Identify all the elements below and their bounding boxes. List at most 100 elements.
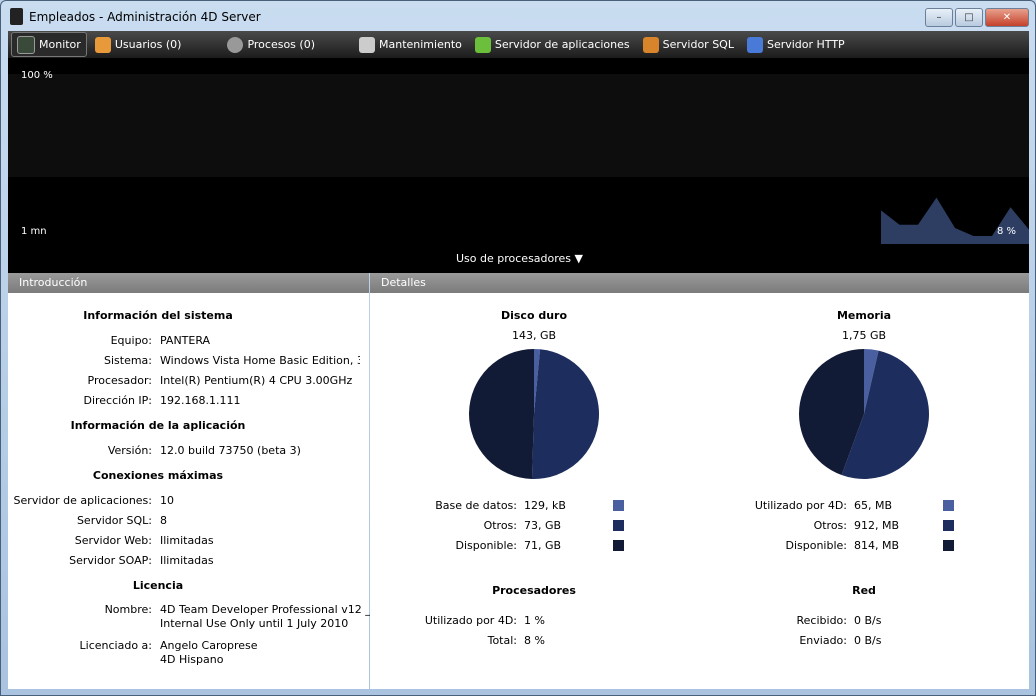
tab-label: Servidor SQL bbox=[662, 38, 734, 51]
http-server-icon bbox=[746, 36, 763, 53]
info-value: 10 bbox=[160, 494, 174, 507]
maximize-button[interactable]: □ bbox=[955, 8, 983, 27]
licensed-to-line1: Angelo Caroprese bbox=[160, 639, 258, 652]
tab-procesos[interactable]: Procesos (0) bbox=[222, 33, 320, 56]
info-label: Sistema: bbox=[103, 354, 152, 367]
legend-value: 73, GB bbox=[524, 519, 562, 532]
tab-servidor-http[interactable]: Servidor HTTP bbox=[742, 33, 850, 56]
stat-label: Enviado: bbox=[799, 634, 847, 647]
graph-current-value: 8 % bbox=[997, 226, 1017, 237]
legend-label: Base de datos: bbox=[435, 499, 517, 512]
legend-value: 814, MB bbox=[854, 539, 900, 552]
monitor-icon bbox=[17, 35, 35, 54]
tab-label: Monitor bbox=[39, 38, 81, 51]
details-header: Detalles bbox=[370, 273, 1029, 293]
graph-max-label: 100 % bbox=[21, 70, 53, 81]
legend-value: 129, kB bbox=[524, 499, 566, 512]
legend-value: 65, MB bbox=[854, 499, 893, 512]
tab-label: Mantenimiento bbox=[379, 38, 462, 51]
info-label: Servidor SOAP: bbox=[69, 554, 152, 567]
legend-label: Otros: bbox=[483, 519, 517, 532]
tab-servidor-aplicaciones[interactable]: Servidor de aplicaciones bbox=[470, 33, 635, 56]
stat-value: 1 % bbox=[524, 614, 545, 627]
graph-selector-label: Uso de procesadores bbox=[456, 252, 572, 265]
gear-icon bbox=[227, 36, 244, 53]
close-button[interactable]: ✕ bbox=[985, 8, 1029, 27]
info-value: Intel(R) Pentium(R) 4 CPU 3.00GHz bbox=[160, 374, 353, 387]
disco-pie-chart bbox=[469, 349, 600, 479]
intro-header: Introducción bbox=[8, 273, 369, 293]
legend-value: 912, MB bbox=[854, 519, 900, 532]
memoria-pie-chart bbox=[799, 349, 929, 479]
tab-label: Procesos (0) bbox=[247, 38, 315, 51]
tools-icon bbox=[359, 36, 375, 53]
legend-swatch bbox=[613, 500, 624, 511]
tab-label: Servidor HTTP bbox=[766, 38, 845, 51]
license-name-line2: Internal Use Only until 1 July 2010 bbox=[160, 617, 349, 630]
pie-slice bbox=[864, 349, 879, 414]
info-value: 192.168.1.111 bbox=[160, 394, 241, 407]
section-title: Procesadores bbox=[492, 584, 576, 597]
info-label: Servidor SQL: bbox=[76, 514, 152, 527]
licensed-to-label: Licenciado a: bbox=[79, 639, 152, 652]
info-value: Ilimitadas bbox=[160, 554, 214, 567]
tab-mantenimiento[interactable]: Mantenimiento bbox=[354, 33, 467, 56]
app-icon bbox=[10, 8, 23, 25]
stat-label: Recibido: bbox=[796, 614, 847, 627]
info-value: Ilimitadas bbox=[160, 534, 214, 547]
intro-panel: Información del sistema Equipo: PANTERA Sis… bbox=[8, 293, 371, 689]
section-title: Información de la aplicación bbox=[70, 419, 246, 432]
graph-selector[interactable]: Uso de procesadores ▼ bbox=[456, 252, 583, 265]
stat-value: 0 B/s bbox=[854, 614, 882, 627]
legend-label: Utilizado por 4D: bbox=[754, 499, 847, 512]
info-label: Procesador: bbox=[87, 374, 153, 387]
legend-swatch bbox=[613, 520, 624, 531]
details-panel: Disco duro 143, GB Base de datos: 129, kB Ot… bbox=[370, 293, 1029, 689]
tab-monitor[interactable]: Monitor bbox=[11, 32, 87, 57]
tab-servidor-sql[interactable]: Servidor SQL bbox=[638, 33, 739, 56]
legend-value: 71, GB bbox=[524, 539, 562, 552]
legend-swatch bbox=[943, 520, 954, 531]
cpu-graph: 100 % 1 mn 8 % Uso de procesadores ▼ bbox=[8, 58, 1029, 273]
pie-slice bbox=[531, 349, 600, 479]
toolbar: Monitor Usuarios (0) Procesos (0) Manten… bbox=[8, 31, 1029, 58]
info-value: 12.0 build 73750 (beta 3) bbox=[160, 444, 301, 457]
legend-swatch bbox=[613, 540, 624, 551]
stat-label: Total: bbox=[487, 634, 517, 647]
section-title: Información del sistema bbox=[83, 309, 233, 322]
info-value: Windows Vista Home Basic Edition, 32- bbox=[160, 354, 360, 367]
licensed-to-line2: 4D Hispano bbox=[160, 653, 224, 666]
info-label: Servidor Web: bbox=[74, 534, 152, 547]
users-icon bbox=[94, 36, 111, 53]
legend-swatch bbox=[943, 500, 954, 511]
stat-label: Utilizado por 4D: bbox=[424, 614, 517, 627]
info-label: Servidor de aplicaciones: bbox=[13, 494, 152, 507]
section-title: Memoria bbox=[836, 309, 892, 322]
info-label: Versión: bbox=[107, 444, 152, 457]
pie-slice bbox=[469, 349, 534, 479]
license-name-line1: 4D Team Developer Professional v12 _ bbox=[160, 603, 371, 616]
graph-time-label: 1 mn bbox=[21, 226, 47, 237]
sql-server-icon bbox=[642, 36, 659, 53]
cpu-usage-area bbox=[881, 197, 1029, 244]
section-title: Conexiones máximas bbox=[92, 469, 224, 482]
total-value: 143, GB bbox=[511, 329, 557, 342]
tab-label: Usuarios (0) bbox=[114, 38, 182, 51]
pie-slice bbox=[534, 349, 541, 414]
dropdown-arrow-icon: ▼ bbox=[574, 252, 583, 265]
tab-label: Servidor de aplicaciones bbox=[494, 38, 630, 51]
info-label: Equipo: bbox=[110, 334, 152, 347]
info-value: PANTERA bbox=[160, 334, 211, 347]
legend-label: Disponible: bbox=[785, 539, 847, 552]
tab-usuarios[interactable]: Usuarios (0) bbox=[90, 33, 187, 56]
stat-value: 0 B/s bbox=[854, 634, 882, 647]
window-title: Empleados - Administración 4D Server bbox=[29, 10, 261, 24]
license-name-label: Nombre: bbox=[104, 603, 152, 616]
minimize-button[interactable]: – bbox=[925, 8, 953, 27]
cpu-area-series bbox=[881, 197, 1029, 244]
pie-slice bbox=[841, 350, 929, 479]
info-value: 8 bbox=[160, 514, 167, 527]
section-title: Licencia bbox=[132, 579, 184, 592]
legend-label: Disponible: bbox=[455, 539, 517, 552]
stat-value: 8 % bbox=[524, 634, 545, 647]
